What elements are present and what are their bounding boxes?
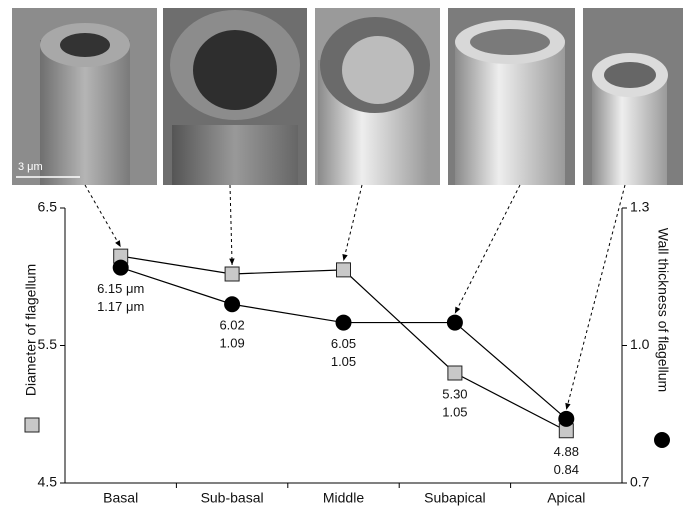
y2-tick-label: 1.0	[630, 336, 650, 352]
value-label: 1.05	[442, 404, 467, 419]
data-point	[559, 411, 574, 426]
x-tick-label: Subapical	[424, 490, 486, 506]
x-tick-label: Basal	[103, 490, 138, 506]
data-point	[336, 315, 351, 330]
x-tick-label: Middle	[323, 490, 364, 506]
y-axis-label: Diameter of flagellum	[23, 264, 39, 396]
page: 3 μm Diameter of flagellum Wall thicknes…	[0, 0, 688, 513]
y-tick-label: 4.5	[38, 474, 58, 490]
y2-tick-label: 0.7	[630, 474, 650, 490]
pointer-arrowhead	[565, 403, 570, 410]
data-point	[337, 263, 351, 277]
value-label: 5.30	[442, 386, 467, 401]
value-label: 6.15 μm	[97, 281, 144, 296]
x-tick-label: Sub-basal	[201, 490, 264, 506]
photo-shape	[193, 30, 277, 110]
value-label: 6.02	[219, 318, 244, 333]
photo-shape	[470, 29, 550, 55]
value-label: 1.05	[331, 354, 356, 369]
pointer-arrow	[85, 185, 121, 247]
pointer-arrowhead	[455, 307, 460, 314]
value-label: 1.09	[219, 336, 244, 351]
photo-shape	[604, 62, 656, 88]
figure: 3 μm Diameter of flagellum Wall thicknes…	[0, 0, 688, 508]
y2-axis-label: Wall thickness of flagellum	[655, 228, 671, 392]
data-point	[113, 260, 128, 275]
data-point	[447, 315, 462, 330]
photo-shape	[342, 36, 414, 104]
data-point	[225, 297, 240, 312]
pointer-arrow	[344, 185, 363, 261]
pointer-arrowhead	[342, 254, 347, 261]
photo-shape	[172, 125, 298, 185]
pointer-arrowhead	[115, 240, 121, 247]
pointer-arrow	[455, 185, 520, 314]
y-tick-label: 5.5	[38, 336, 58, 352]
value-label: 1.17 μm	[97, 299, 144, 314]
pointer-arrowhead	[229, 258, 234, 265]
value-label: 6.05	[331, 336, 356, 351]
data-point	[448, 366, 462, 380]
legend-marker	[25, 418, 39, 432]
scale-bar-label: 3 μm	[18, 161, 43, 173]
pointer-arrow	[230, 185, 232, 265]
photo-shape	[60, 33, 110, 57]
y-tick-label: 6.5	[38, 199, 58, 215]
x-tick-label: Apical	[547, 490, 585, 506]
y2-tick-label: 1.3	[630, 199, 650, 215]
value-label: 0.84	[554, 462, 579, 477]
value-label: 4.88	[554, 444, 579, 459]
data-point	[225, 267, 239, 281]
pointer-arrow	[566, 185, 625, 410]
legend-marker	[655, 433, 670, 448]
sem-images: 3 μm	[12, 8, 683, 185]
